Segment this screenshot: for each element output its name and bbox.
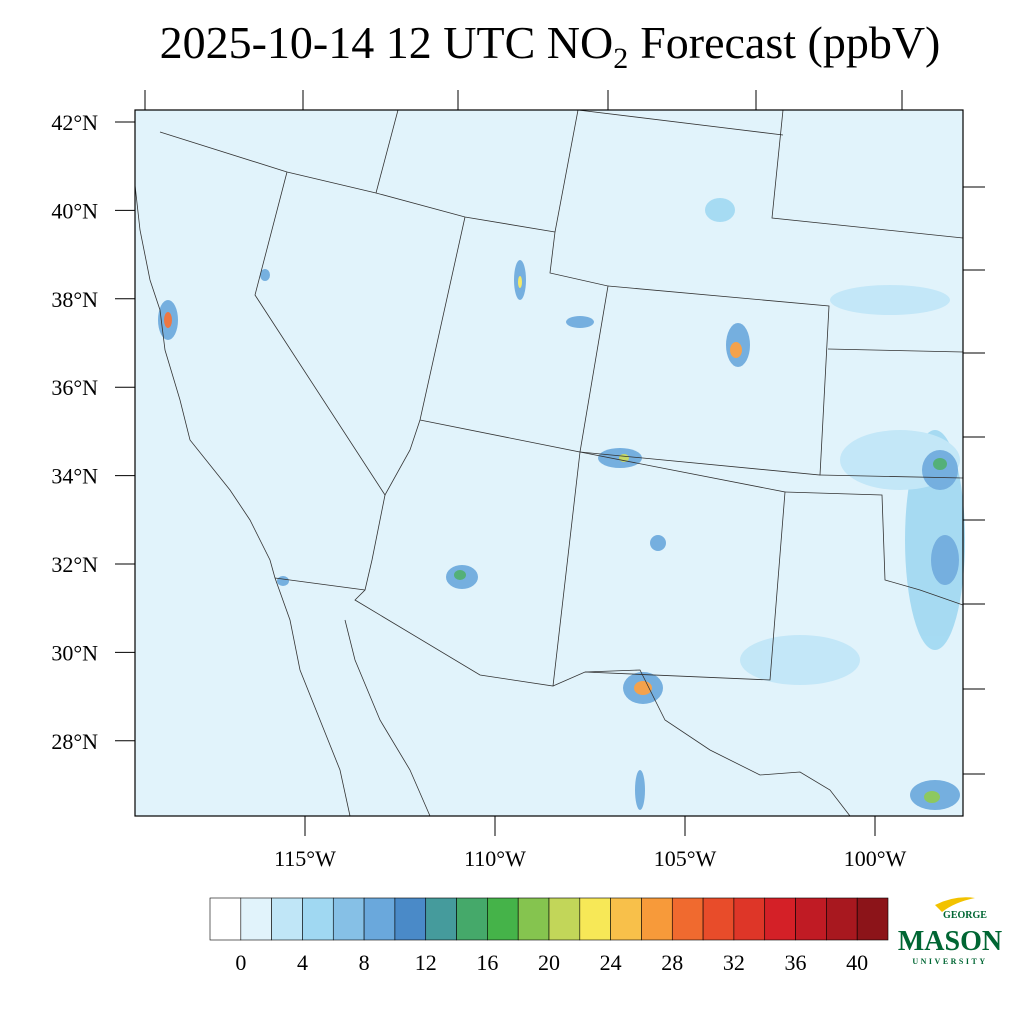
axis-labels: 42°N 40°N 38°N 36°N 34°N 32°N 30°N 28°N 115°W 110… xyxy=(51,110,906,871)
colorbar-swatch xyxy=(795,897,827,941)
lon-label: 100°W xyxy=(844,846,907,871)
colorbar-label: 24 xyxy=(600,950,622,975)
lon-label: 110°W xyxy=(464,846,526,871)
lat-label: 34°N xyxy=(51,464,98,489)
map-frame xyxy=(134,109,964,817)
colorbar-label: 20 xyxy=(538,950,560,975)
colorbar-label: 40 xyxy=(846,950,868,975)
lat-label: 40°N xyxy=(51,198,98,223)
colorbar-label: 8 xyxy=(359,950,370,975)
colorbar-swatch xyxy=(764,897,796,941)
logo-bottom: UNIVERSITY xyxy=(912,957,987,966)
colorbar-swatch xyxy=(394,897,427,941)
colorbar-label: 4 xyxy=(297,950,308,975)
lon-label: 115°W xyxy=(274,846,336,871)
lat-label: 30°N xyxy=(51,640,98,665)
graticule-ticks xyxy=(144,90,985,775)
colorbar-swatch xyxy=(702,897,735,941)
title-main: 2025-10-14 12 UTC NO xyxy=(160,17,614,68)
colorbar-swatch xyxy=(456,897,488,941)
colorbar-swatch xyxy=(548,897,581,941)
colorbar-swatch xyxy=(856,897,889,941)
colorbar-label: 32 xyxy=(723,950,745,975)
map-background xyxy=(135,110,963,816)
logo-main: MASON xyxy=(898,926,1002,957)
colorbar-swatch xyxy=(271,897,303,941)
colorbar-swatch xyxy=(579,897,611,941)
colorbar-label: 12 xyxy=(415,950,437,975)
pollution-plumes xyxy=(158,198,965,810)
lat-label: 38°N xyxy=(51,287,98,312)
colorbar-swatch xyxy=(517,897,550,941)
colorbar-swatch xyxy=(425,897,457,941)
colorbar-swatch xyxy=(671,897,704,941)
logo-top: GEORGE xyxy=(943,910,987,921)
lon-label: 105°W xyxy=(654,846,717,871)
colorbar-swatch xyxy=(487,897,519,941)
colorbar-swatch xyxy=(610,897,642,941)
colorbar-swatch xyxy=(641,897,673,941)
lat-label: 32°N xyxy=(51,552,98,577)
lat-label: 42°N xyxy=(51,110,98,135)
colorbar-label: 0 xyxy=(235,950,246,975)
colorbar-swatch xyxy=(209,897,242,941)
colorbar-label: 16 xyxy=(476,950,498,975)
colorbar-swatch xyxy=(302,897,334,941)
colorbar-label: 28 xyxy=(661,950,683,975)
colorbar-swatch xyxy=(826,897,858,941)
colorbar-swatch xyxy=(332,897,365,941)
title: 2025-10-14 12 UTC NO2 Forecast (ppbV) xyxy=(160,17,941,75)
colorbar-label: 36 xyxy=(785,950,807,975)
boundaries xyxy=(134,109,964,817)
title-rest: Forecast (ppbV) xyxy=(640,17,940,68)
title-subscript: 2 xyxy=(613,42,628,75)
logo: GEORGE MASON UNIVERSITY xyxy=(898,897,1002,966)
colorbar-swatch xyxy=(240,897,272,941)
colorbar-swatch xyxy=(733,897,766,941)
map: 42°N 40°N 38°N 36°N 34°N 32°N 30°N 28°N 115°W 110… xyxy=(51,90,985,871)
colorbar: 0 4 8 12 16 20 24 28 32 36 40 xyxy=(209,897,889,975)
lat-label: 36°N xyxy=(51,375,98,400)
lat-label: 28°N xyxy=(51,729,98,754)
colorbar-swatch xyxy=(363,897,396,941)
